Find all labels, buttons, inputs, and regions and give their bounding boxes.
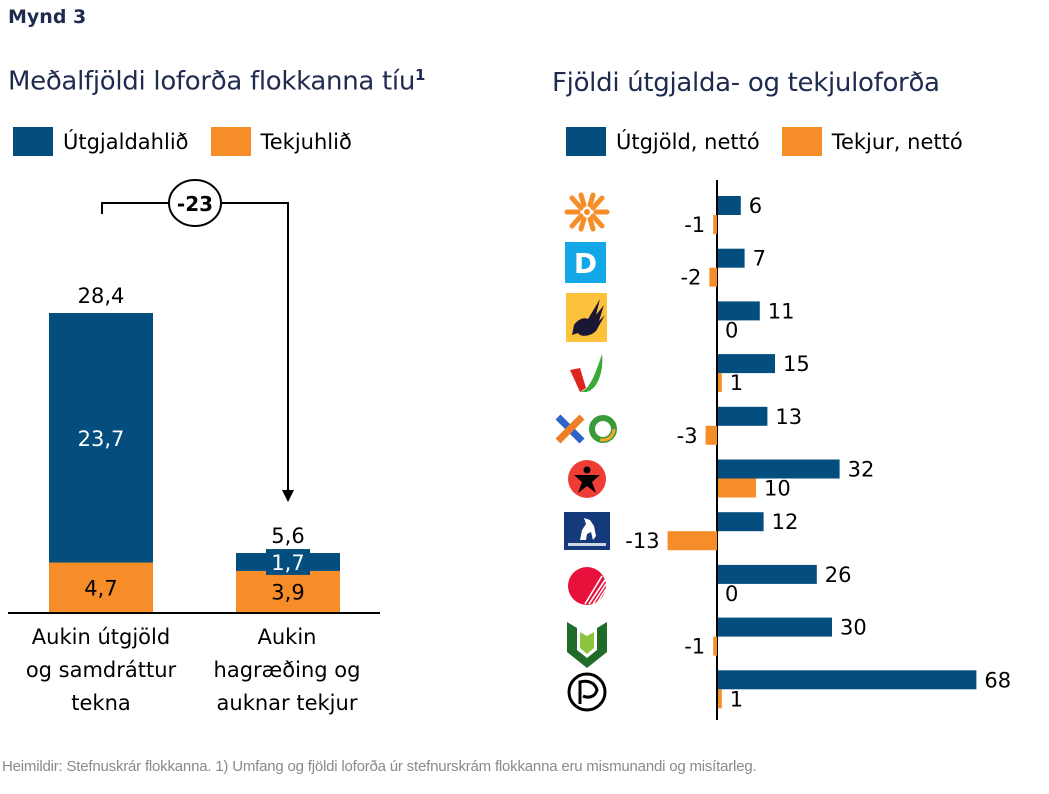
bar-expenditure-net — [718, 406, 768, 426]
bar-value-label-expenditure: 68 — [984, 668, 1011, 692]
bar-value-label-revenue: -1 — [684, 635, 705, 659]
difference-badge — [168, 179, 222, 227]
bar-revenue-net — [667, 531, 717, 551]
bar-value-label-expenditure: 15 — [783, 352, 810, 376]
bar-revenue-net — [709, 267, 717, 287]
right-legend: Útgjöld, nettó Tekjur, nettó — [566, 127, 963, 156]
category-label-line: hagræðing og — [213, 658, 361, 682]
bar-expenditure-net — [718, 670, 977, 690]
bar-expenditure-net — [718, 459, 840, 479]
bar-expenditure-net — [718, 196, 741, 215]
category-label-line: auknar tekjur — [216, 691, 358, 715]
category-label-line: Aukin — [257, 625, 317, 649]
figure-label: Mynd 3 — [8, 6, 87, 28]
legend-label: Útgjaldahlið — [63, 129, 189, 154]
bar-total-label: 5,6 — [271, 524, 304, 548]
bar-value-label-revenue: -13 — [625, 529, 659, 553]
bar-value-label-expenditure: 30 — [840, 616, 867, 640]
legend-item-expenditure: Útgjaldahlið — [13, 127, 189, 156]
bar-value-label-expenditure: 1,7 — [271, 551, 304, 575]
bar-value-label-expenditure: 11 — [768, 299, 795, 323]
difference-arrowhead — [282, 490, 294, 502]
bar-expenditure-net — [718, 512, 764, 532]
midflokkurinn-logo-icon — [564, 512, 610, 550]
right-horizontal-bar-chart: D 6 -1 7 -2 11 0 15 1 13 -3 32 10 12 -13 26 0 30 -1 68 1 — [555, 180, 1011, 720]
bar-segment-revenue — [49, 562, 153, 612]
bar-expenditure-net — [718, 248, 745, 268]
sosialistaflokkur-logo-icon — [568, 460, 606, 498]
left-stacked-bar-chart: 4,7 23,7 28,4 3,9 1,7 5,6 -23 — [8, 179, 380, 614]
flokkur-folksins-logo-icon — [566, 293, 607, 342]
legend-swatch-blue — [13, 127, 53, 156]
bar-expenditure-net — [718, 617, 832, 637]
legend-item-revenue: Tekjuhlið — [210, 127, 352, 156]
sjalfstaedisflokkur-logo-icon: D — [565, 242, 606, 283]
left-chart-title-text: Meðalfjöldi loforða flokkanna tíu — [8, 66, 416, 97]
category-label-0: Aukin útgjöld og samdráttur tekna — [0, 621, 202, 720]
bar-label-box — [266, 549, 310, 575]
bar-value-label-revenue: 0 — [725, 582, 738, 606]
category-label-line: Aukin útgjöld — [31, 625, 171, 649]
category-label-1: Aukin hagræðing og auknar tekjur — [186, 621, 388, 720]
piratar-logo-icon — [567, 672, 607, 712]
bar-expenditure-net — [718, 301, 760, 321]
bar-revenue-net — [705, 425, 717, 445]
bar-value-label-expenditure: 13 — [775, 405, 802, 429]
legend-label: Tekjuhlið — [260, 129, 352, 154]
difference-label: -23 — [177, 192, 213, 216]
bar-segment-expenditure — [49, 313, 153, 563]
legend-swatch-orange — [781, 127, 822, 156]
legend-swatch-orange — [210, 127, 251, 156]
left-legend: Útgjaldahlið Tekjuhlið — [13, 127, 352, 156]
bar-value-label-expenditure: 32 — [848, 458, 875, 482]
legend-swatch-blue — [566, 127, 606, 156]
bar-value-label-revenue: 3,9 — [271, 580, 304, 604]
bar-expenditure-net — [718, 564, 817, 584]
legend-label: Tekjur, nettó — [831, 129, 963, 154]
svg-text:D: D — [574, 247, 597, 280]
bar-value-label-expenditure: 12 — [772, 510, 799, 534]
source-footnote: Heimildir: Stefnuskrár flokkanna. 1) Umf… — [2, 758, 757, 775]
bar-value-label-expenditure: 26 — [825, 563, 852, 587]
right-chart-title: Fjöldi útgjalda- og tekjuloforða — [552, 68, 940, 98]
difference-bracket-left — [101, 202, 168, 214]
bar-value-label-revenue: 10 — [764, 477, 791, 501]
bar-value-label-revenue: 1 — [730, 371, 743, 395]
vinstri-graen-logo-icon — [570, 354, 603, 392]
bar-revenue-net — [713, 215, 717, 234]
left-chart-title: Meðalfjöldi loforða flokkanna tíu1 — [8, 66, 425, 97]
vidreisn-logo-icon — [555, 414, 617, 444]
category-label-line: tekna — [71, 691, 131, 715]
bar-value-label-revenue: 4,7 — [84, 576, 117, 600]
legend-item-revenue-net: Tekjur, nettó — [781, 127, 963, 156]
samfylking-logo-icon — [568, 567, 607, 605]
bar-revenue-net — [718, 373, 722, 393]
legend-label: Útgjöld, nettó — [616, 129, 760, 154]
bar-revenue-net — [713, 636, 717, 656]
bar-expenditure-net — [718, 354, 775, 374]
bar-value-label-revenue: 0 — [725, 318, 738, 342]
bar-segment-revenue — [236, 570, 340, 612]
bar-value-label-expenditure: 23,7 — [78, 427, 125, 451]
category-label-line: og samdráttur — [25, 658, 177, 682]
framsokn-logo-icon — [564, 192, 610, 232]
bar-total-label: 28,4 — [78, 284, 125, 308]
bar-value-label-expenditure: 7 — [753, 247, 766, 271]
bar-revenue-net — [718, 689, 722, 709]
bar-value-label-revenue: 1 — [730, 687, 743, 711]
legend-item-expenditure-net: Útgjöld, nettó — [566, 127, 760, 156]
lydraedisflokkur-logo-icon — [567, 622, 607, 668]
title-footnote-marker: 1 — [415, 66, 426, 84]
bar-revenue-net — [718, 478, 756, 498]
bar-value-label-revenue: -2 — [680, 266, 701, 290]
difference-bracket-right — [222, 202, 289, 494]
bar-value-label-revenue: -1 — [684, 213, 705, 237]
bar-value-label-expenditure: 6 — [749, 194, 762, 218]
bar-value-label-revenue: -3 — [677, 424, 698, 448]
